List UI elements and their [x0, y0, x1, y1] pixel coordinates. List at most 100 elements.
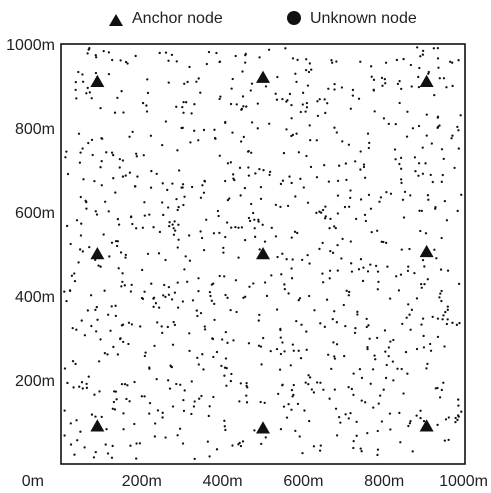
unknown-node-point	[85, 92, 88, 95]
unknown-node-point	[235, 103, 238, 106]
unknown-node-point	[196, 314, 199, 318]
unknown-node-point	[374, 264, 378, 268]
unknown-node-point	[164, 120, 168, 123]
unknown-node-point	[389, 428, 392, 431]
unknown-node-point	[426, 362, 429, 366]
unknown-node-point	[343, 354, 346, 358]
unknown-node-point	[333, 82, 336, 86]
unknown-node-point	[114, 314, 118, 318]
unknown-node-point	[393, 148, 397, 151]
unknown-node-point	[413, 156, 417, 159]
unknown-node-point	[305, 154, 308, 158]
unknown-node-point	[145, 104, 148, 107]
unknown-node-point	[365, 325, 368, 329]
unknown-node-point	[270, 226, 273, 229]
unknown-node-point	[149, 134, 153, 137]
unknown-node-point	[110, 456, 114, 459]
anchor-node-point	[90, 247, 105, 260]
unknown-node-point	[100, 160, 103, 163]
unknown-node-point	[331, 318, 334, 321]
unknown-node-point	[359, 447, 362, 450]
unknown-node-point	[176, 281, 179, 284]
unknown-node-point	[232, 339, 235, 342]
unknown-node-point	[225, 384, 228, 387]
unknown-node-point	[341, 237, 344, 241]
unknown-node-point	[425, 113, 428, 116]
unknown-node-point	[145, 110, 149, 113]
unknown-node-point	[111, 444, 114, 448]
unknown-node-point	[396, 82, 400, 86]
unknown-node-point	[308, 419, 311, 423]
unknown-node-point	[362, 266, 365, 269]
unknown-node-point	[400, 367, 403, 371]
unknown-node-point	[345, 289, 348, 292]
unknown-node-point	[141, 101, 145, 105]
unknown-node-point	[74, 81, 77, 84]
unknown-node-point	[426, 278, 429, 281]
unknown-node-point	[218, 97, 221, 101]
anchor-node-point	[90, 419, 105, 432]
unknown-node-point	[97, 360, 101, 363]
unknown-node-point	[213, 302, 216, 306]
unknown-node-point	[383, 329, 387, 332]
unknown-node-point	[343, 205, 347, 209]
unknown-node-point	[415, 297, 419, 300]
unknown-node-point	[442, 77, 446, 80]
unknown-node-point	[294, 195, 297, 198]
unknown-node-point	[352, 446, 355, 450]
unknown-node-point	[329, 217, 332, 221]
unknown-node-point	[431, 315, 434, 319]
unknown-node-point	[420, 323, 423, 326]
unknown-node-point	[274, 203, 278, 207]
unknown-node-point	[120, 382, 124, 386]
unknown-node-point	[292, 349, 295, 352]
unknown-node-point	[305, 58, 308, 61]
unknown-node-point	[337, 416, 341, 419]
unknown-node-point	[126, 62, 129, 65]
unknown-node-point	[257, 218, 260, 221]
unknown-node-point	[382, 117, 386, 120]
unknown-node-point	[152, 305, 155, 308]
unknown-node-point	[364, 401, 367, 404]
unknown-node-point	[310, 388, 313, 391]
unknown-node-point	[419, 409, 422, 412]
unknown-node-point	[316, 114, 320, 118]
anchor-node-point	[256, 70, 270, 83]
unknown-node-point	[74, 362, 77, 366]
unknown-node-point	[297, 349, 300, 352]
unknown-node-point	[269, 350, 272, 353]
y-tick-label: 800m	[15, 121, 55, 138]
unknown-node-point	[225, 221, 229, 224]
unknown-node-point	[385, 363, 388, 367]
unknown-node-point	[64, 156, 67, 159]
unknown-node-point	[366, 431, 369, 435]
unknown-node-point	[360, 376, 364, 380]
unknown-node-point	[402, 57, 405, 61]
unknown-node-point	[438, 124, 441, 127]
unknown-node-point	[446, 269, 450, 272]
anchor-node-point	[419, 74, 434, 88]
unknown-node-point	[400, 167, 403, 170]
unknown-node-point	[169, 364, 172, 367]
unknown-node-point	[150, 169, 153, 173]
anchor-marker-icon	[109, 14, 123, 26]
unknown-node-point	[373, 110, 376, 113]
unknown-node-point	[425, 134, 428, 137]
unknown-node-point	[161, 143, 164, 147]
unknown-node-point	[274, 235, 278, 238]
unknown-node-point	[460, 193, 463, 196]
unknown-node-point	[433, 248, 436, 251]
unknown-node-point	[166, 379, 170, 382]
unknown-node-point	[164, 51, 168, 54]
unknown-node-point	[291, 57, 295, 60]
unknown-node-point	[296, 58, 299, 62]
unknown-node-point	[206, 440, 209, 443]
unknown-node-point	[268, 122, 271, 125]
unknown-node-point	[152, 296, 156, 299]
unknown-node-point	[89, 294, 93, 297]
unknown-node-point	[124, 253, 127, 257]
unknown-node-point	[387, 346, 391, 349]
unknown-node-point	[418, 209, 421, 212]
unknown-node-point	[207, 50, 211, 54]
unknown-node-point	[369, 207, 373, 210]
